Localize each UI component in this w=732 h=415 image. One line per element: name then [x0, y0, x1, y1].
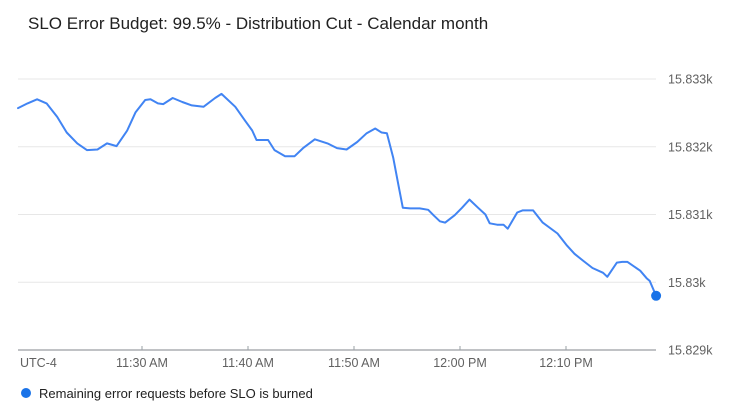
series-line	[17, 92, 658, 297]
x-axis-tick-label: 12:00 PM	[433, 356, 487, 370]
legend-series-dot-icon	[21, 388, 31, 398]
utc-offset-label: UTC-4	[20, 356, 57, 370]
x-axis-tick-label: 11:40 AM	[222, 356, 274, 370]
x-axis-tick-label: 11:50 AM	[328, 356, 380, 370]
x-axis-tick-label: 12:10 PM	[539, 356, 593, 370]
axis-labels-group: 15.833k 15.832k 15.831k 15.83k 15.829k 11:30 …	[116, 73, 713, 371]
series-endpoint-dot	[651, 290, 662, 301]
y-axis-tick-label: 15.833k	[668, 73, 713, 87]
legend-label: Remaining error requests before SLO is b…	[39, 385, 313, 401]
y-axis-tick-label: 15.83k	[668, 276, 706, 290]
y-axis-tick-label: 15.829k	[668, 344, 713, 358]
y-axis-tick-label: 15.831k	[668, 208, 713, 222]
legend-item-remaining-error-requests[interactable]: Remaining error requests before SLO is b…	[21, 385, 313, 401]
line-chart-plot-area[interactable]: 15.833k 15.832k 15.831k 15.83k 15.829k 11:30 …	[0, 0, 732, 380]
x-axis-tick-label: 11:30 AM	[116, 356, 168, 370]
chart-title: SLO Error Budget: 99.5% - Distribution C…	[28, 14, 489, 33]
axis-group	[18, 346, 656, 351]
y-axis-tick-label: 15.832k	[668, 140, 713, 154]
gridlines-group	[18, 78, 656, 283]
series-group	[17, 92, 662, 301]
